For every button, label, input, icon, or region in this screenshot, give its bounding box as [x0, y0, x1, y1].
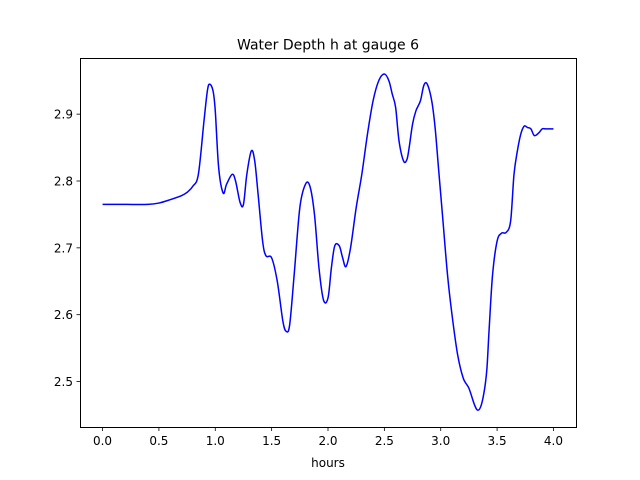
- x-tick-label: 3.5: [488, 434, 507, 448]
- x-tick-label: 0.0: [93, 434, 112, 448]
- chart-title: Water Depth h at gauge 6: [237, 38, 419, 54]
- x-tick-label: 2.5: [375, 434, 394, 448]
- x-tick-label: 4.0: [544, 434, 563, 448]
- x-axis: 0.0 0.5 1.0 1.5 2.0 2.5 3.0 3.5 4.0: [93, 427, 563, 448]
- x-tick-label: 1.5: [262, 434, 281, 448]
- x-tick-label: 0.5: [149, 434, 168, 448]
- y-tick-label: 2.8: [54, 175, 73, 189]
- y-tick-label: 2.6: [54, 308, 73, 322]
- x-tick-label: 2.0: [318, 434, 337, 448]
- x-tick-label: 3.0: [431, 434, 450, 448]
- y-tick-label: 2.7: [54, 241, 73, 255]
- plot-frame: [80, 58, 577, 428]
- x-tick-label: 1.0: [206, 434, 225, 448]
- series-layer: [102, 73, 554, 412]
- y-tick-label: 2.9: [54, 108, 73, 122]
- y-tick-label: 2.5: [54, 375, 73, 389]
- y-axis: 2.5 2.6 2.7 2.8 2.9: [54, 108, 81, 389]
- series-line-1: [102, 73, 554, 412]
- x-axis-label: hours: [311, 456, 345, 470]
